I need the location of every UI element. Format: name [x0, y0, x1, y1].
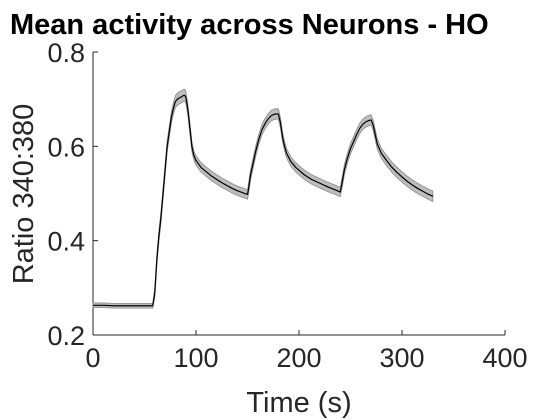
y-tick-label: 0.8 [47, 38, 85, 68]
x-tick-label: 400 [482, 343, 527, 373]
x-ticks: 0 100 200 300 400 [85, 330, 528, 373]
x-tick-label: 0 [85, 343, 100, 373]
mean-line [93, 94, 434, 307]
x-axis-label: Time (s) [246, 387, 351, 419]
y-tick-label: 0.6 [47, 132, 85, 162]
y-tick-label: 0.2 [47, 321, 85, 351]
y-axis-label: Ratio 340:380 [8, 104, 40, 285]
y-ticks: 0.2 0.4 0.6 0.8 [47, 38, 98, 351]
x-tick-label: 200 [276, 343, 321, 373]
plot-area [92, 88, 434, 309]
chart-title: Mean activity across Neurons - HO [10, 9, 489, 41]
x-tick-label: 300 [379, 343, 424, 373]
sem-band [92, 88, 434, 309]
x-tick-label: 100 [173, 343, 218, 373]
y-tick-label: 0.4 [47, 227, 85, 257]
